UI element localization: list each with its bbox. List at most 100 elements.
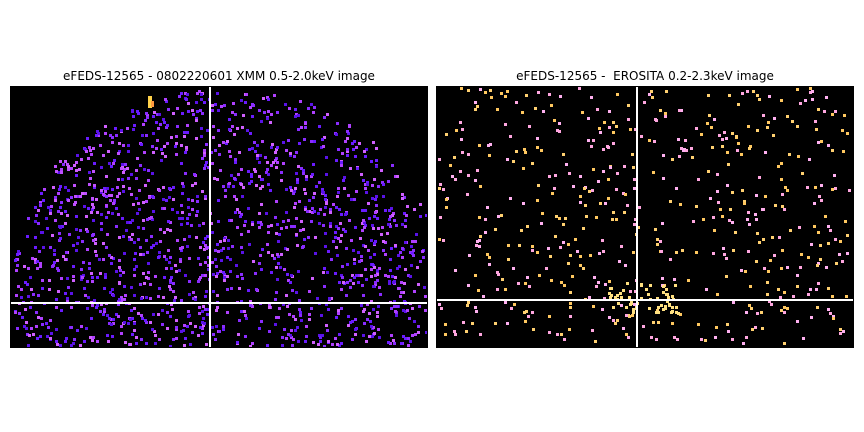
xmm-count-pixel [341, 265, 344, 268]
erosita-count-pixel [673, 336, 676, 339]
xmm-count-pixel [136, 110, 139, 113]
xmm-count-pixel [327, 340, 330, 343]
erosita-count-pixel [711, 146, 714, 149]
xmm-count-pixel [198, 278, 201, 281]
erosita-count-pixel [589, 254, 592, 257]
erosita-count-pixel [829, 312, 832, 315]
xmm-count-pixel [291, 289, 294, 292]
xmm-count-pixel [372, 308, 375, 311]
erosita-count-pixel [608, 280, 611, 283]
xmm-count-pixel [308, 318, 311, 321]
xmm-count-pixel [329, 222, 332, 225]
xmm-count-pixel [110, 256, 113, 259]
erosita-count-pixel [459, 170, 462, 173]
xmm-count-pixel [323, 116, 326, 119]
xmm-count-pixel [157, 295, 160, 298]
erosita-count-pixel [745, 311, 748, 314]
xmm-count-pixel [381, 226, 384, 229]
xmm-count-pixel [302, 228, 305, 231]
xmm-count-pixel [92, 147, 95, 150]
xmm-count-pixel [37, 294, 40, 297]
erosita-count-pixel [767, 270, 770, 273]
erosita-image-panel: eFEDS-12565 - EROSITA 0.2-2.3keV image [436, 69, 854, 348]
erosita-count-pixel [827, 287, 830, 290]
xmm-count-pixel [59, 185, 62, 188]
xmm-count-pixel [346, 148, 349, 151]
xmm-count-pixel [201, 310, 204, 313]
xmm-count-pixel [224, 195, 227, 198]
xmm-count-pixel [30, 327, 33, 330]
xmm-count-pixel [37, 209, 40, 212]
erosita-count-pixel [462, 321, 465, 324]
xmm-count-pixel [188, 280, 191, 283]
xmm-count-pixel [321, 334, 324, 337]
erosita-count-pixel [620, 245, 623, 248]
xmm-count-pixel [324, 206, 327, 209]
erosita-count-pixel [747, 211, 750, 214]
xmm-count-pixel [282, 220, 285, 223]
xmm-count-pixel [94, 242, 97, 245]
xmm-count-pixel [154, 275, 157, 278]
erosita-count-pixel [479, 88, 482, 91]
xmm-count-pixel [110, 318, 113, 321]
xmm-count-pixel [226, 288, 229, 291]
xmm-count-pixel [181, 192, 184, 195]
xmm-count-pixel [311, 277, 314, 280]
xmm-count-pixel [362, 179, 365, 182]
xmm-count-pixel [389, 269, 392, 272]
erosita-count-pixel [816, 264, 819, 267]
xmm-count-pixel [184, 337, 187, 340]
erosita-count-pixel [692, 220, 695, 223]
xmm-count-pixel [41, 231, 44, 234]
xmm-count-pixel [346, 154, 349, 157]
xmm-count-pixel [14, 311, 17, 314]
xmm-count-pixel [251, 342, 254, 345]
erosita-count-pixel [445, 206, 448, 209]
xmm-count-pixel [192, 297, 195, 300]
xmm-count-pixel [370, 160, 373, 163]
xmm-count-pixel [219, 240, 222, 243]
xmm-count-pixel [135, 177, 138, 180]
xmm-count-pixel [110, 165, 113, 168]
xmm-count-pixel [302, 172, 305, 175]
xmm-count-pixel [375, 165, 378, 168]
xmm-count-pixel [218, 153, 221, 156]
xmm-count-pixel [149, 297, 152, 300]
erosita-count-pixel [490, 96, 493, 99]
xmm-count-pixel [241, 195, 244, 198]
erosita-count-pixel [842, 150, 845, 153]
erosita-count-pixel [777, 288, 780, 291]
xmm-count-pixel [382, 195, 385, 198]
xmm-count-pixel [90, 317, 93, 320]
xmm-count-pixel [272, 161, 275, 164]
xmm-count-pixel [339, 222, 342, 225]
xmm-count-pixel [377, 328, 380, 331]
xmm-count-pixel [229, 155, 232, 158]
erosita-count-pixel [548, 175, 551, 178]
erosita-count-pixel [716, 293, 719, 296]
xmm-count-pixel [92, 206, 95, 209]
xmm-count-pixel [329, 225, 332, 228]
erosita-count-pixel [585, 215, 588, 218]
erosita-count-pixel [629, 128, 632, 131]
xmm-count-pixel [264, 156, 267, 159]
xmm-count-pixel [298, 200, 301, 203]
erosita-count-pixel [758, 98, 761, 101]
xmm-count-pixel [126, 221, 129, 224]
xmm-count-pixel [336, 343, 339, 346]
erosita-count-pixel [548, 93, 551, 96]
xmm-count-pixel [166, 228, 169, 231]
xmm-count-pixel [340, 274, 343, 277]
erosita-count-pixel [721, 215, 724, 218]
xmm-count-pixel [228, 219, 231, 222]
erosita-count-pixel [487, 144, 490, 147]
xmm-count-pixel [311, 207, 314, 210]
xmm-count-pixel [39, 335, 42, 338]
xmm-count-pixel [401, 193, 404, 196]
erosita-count-pixel [584, 204, 587, 207]
xmm-count-pixel [202, 317, 205, 320]
xmm-count-pixel [222, 141, 225, 144]
xmm-count-pixel [214, 338, 217, 341]
xmm-count-pixel [50, 205, 53, 208]
erosita-count-pixel [558, 217, 561, 220]
